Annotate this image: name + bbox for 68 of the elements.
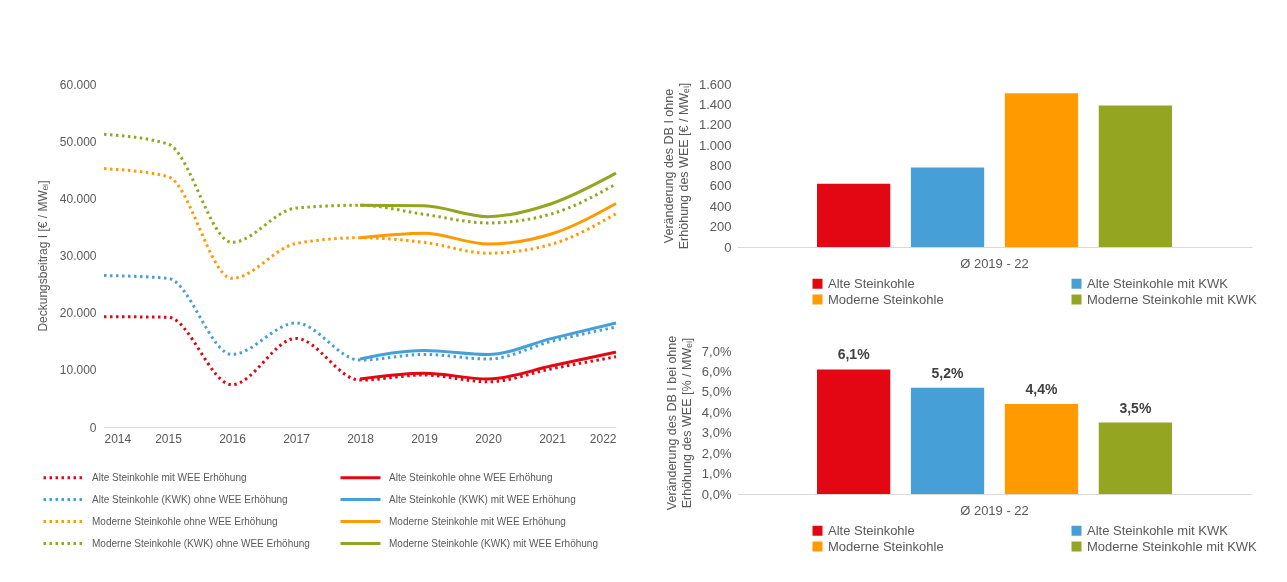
data-label: 4,4% <box>1025 381 1058 398</box>
x-tick-label: Ø 2019 - 22 <box>960 255 1029 271</box>
legend-label: Moderne Steinkohle mit KWK <box>1087 538 1258 554</box>
bar <box>1004 93 1079 247</box>
legend-label: Moderne Steinkohle mit WEE Erhöhung <box>389 515 566 527</box>
legend-label: Alte Steinkohle <box>828 522 915 538</box>
y-tick-label: 60.000 <box>59 77 97 92</box>
legend-label: Alte Steinkohle mit KWK <box>1087 275 1229 291</box>
legend-label: Alte Steinkohle <box>828 275 915 291</box>
bar <box>1098 422 1172 494</box>
y-tick-label: 50.000 <box>59 134 97 149</box>
y-tick-label: 1.000 <box>698 137 732 153</box>
x-tick-label: 2021 <box>539 431 567 446</box>
y-tick-label: 800 <box>709 158 732 173</box>
y-tick-label: 0 <box>89 420 97 435</box>
y-tick-label: 1,0% <box>701 466 732 482</box>
x-tick-label: 2017 <box>283 431 311 446</box>
bar <box>910 167 985 247</box>
legend-label: Alte Steinkohle mit WEE Erhöhung <box>92 471 247 483</box>
y-tick-label: 10.000 <box>59 363 97 378</box>
legend-label: Moderne Steinkohle <box>828 291 944 307</box>
y-tick-label: 2,0% <box>701 445 732 461</box>
legend-label: Alte Steinkohle (KWK) mit WEE Erhöhung <box>389 493 576 505</box>
line-series <box>102 167 618 280</box>
y-tick-label: 20.000 <box>59 306 97 321</box>
y-axis-title: Veränderung des DB I ohne Erhöhung des WEE [€ / MWₑₗ] <box>662 82 691 250</box>
legend-label: Moderne Steinkohle ohne WEE Erhöhung <box>92 515 278 527</box>
y-tick-label: 1.400 <box>698 96 732 112</box>
legend-label: Alte Steinkohle (KWK) ohne WEE Erhöhung <box>92 493 288 505</box>
y-tick-label: 7,0% <box>701 343 732 359</box>
x-tick-label: 2022 <box>589 431 617 446</box>
y-tick-label: 0 <box>724 239 732 255</box>
y-tick-label: 6,0% <box>701 363 732 379</box>
y-tick-label: 3,0% <box>701 425 732 441</box>
bar <box>1098 105 1172 247</box>
y-tick-label: 1.600 <box>698 76 732 92</box>
legend-label: Alte Steinkohle mit KWK <box>1087 522 1229 538</box>
y-tick-label: 4,0% <box>701 404 732 420</box>
data-label: 5,2% <box>931 364 965 381</box>
legend-label: Moderne Steinkohle mit KWK <box>1087 291 1258 307</box>
y-tick-label: 600 <box>709 178 732 194</box>
y-axis-title: Veränderung des DB I bei ohne Erhöhung des WEE [% / MWₑₗ] <box>665 335 694 511</box>
y-tick-label: 30.000 <box>59 249 97 263</box>
x-tick-label: 2019 <box>411 431 439 446</box>
bar <box>1004 404 1079 494</box>
y-tick-label: 5,0% <box>701 384 732 400</box>
legend-label: Alte Steinkohle ohne WEE Erhöhung <box>389 471 553 483</box>
x-tick-label: 2016 <box>219 431 247 446</box>
x-tick-label: 2015 <box>155 431 183 446</box>
legend-label: Moderne Steinkohle <box>828 538 944 554</box>
bar <box>817 369 891 494</box>
x-tick-label: 2020 <box>475 431 503 446</box>
y-tick-label: 0,0% <box>701 486 732 502</box>
data-label: 3,5% <box>1119 399 1152 416</box>
y-tick-label: 1.200 <box>698 117 732 133</box>
line-series <box>102 315 618 387</box>
legend-label: Moderne Steinkohle (KWK) mit WEE Erhöhung <box>389 537 598 549</box>
y-tick-label: 200 <box>709 219 732 235</box>
data-label: 6,1% <box>837 346 871 363</box>
y-axis-title: Deckungsbeitrag I [€ / MWₑₗ] <box>35 180 50 332</box>
bar <box>817 183 891 247</box>
legend-label: Moderne Steinkohle (KWK) ohne WEE Erhöhung <box>92 537 310 549</box>
bar <box>910 387 985 494</box>
y-tick-label: 400 <box>709 198 732 214</box>
x-tick-label: Ø 2019 - 22 <box>960 502 1029 518</box>
x-tick-label: 2014 <box>104 431 132 446</box>
y-tick-label: 40.000 <box>59 191 97 206</box>
x-tick-label: 2018 <box>347 431 375 446</box>
